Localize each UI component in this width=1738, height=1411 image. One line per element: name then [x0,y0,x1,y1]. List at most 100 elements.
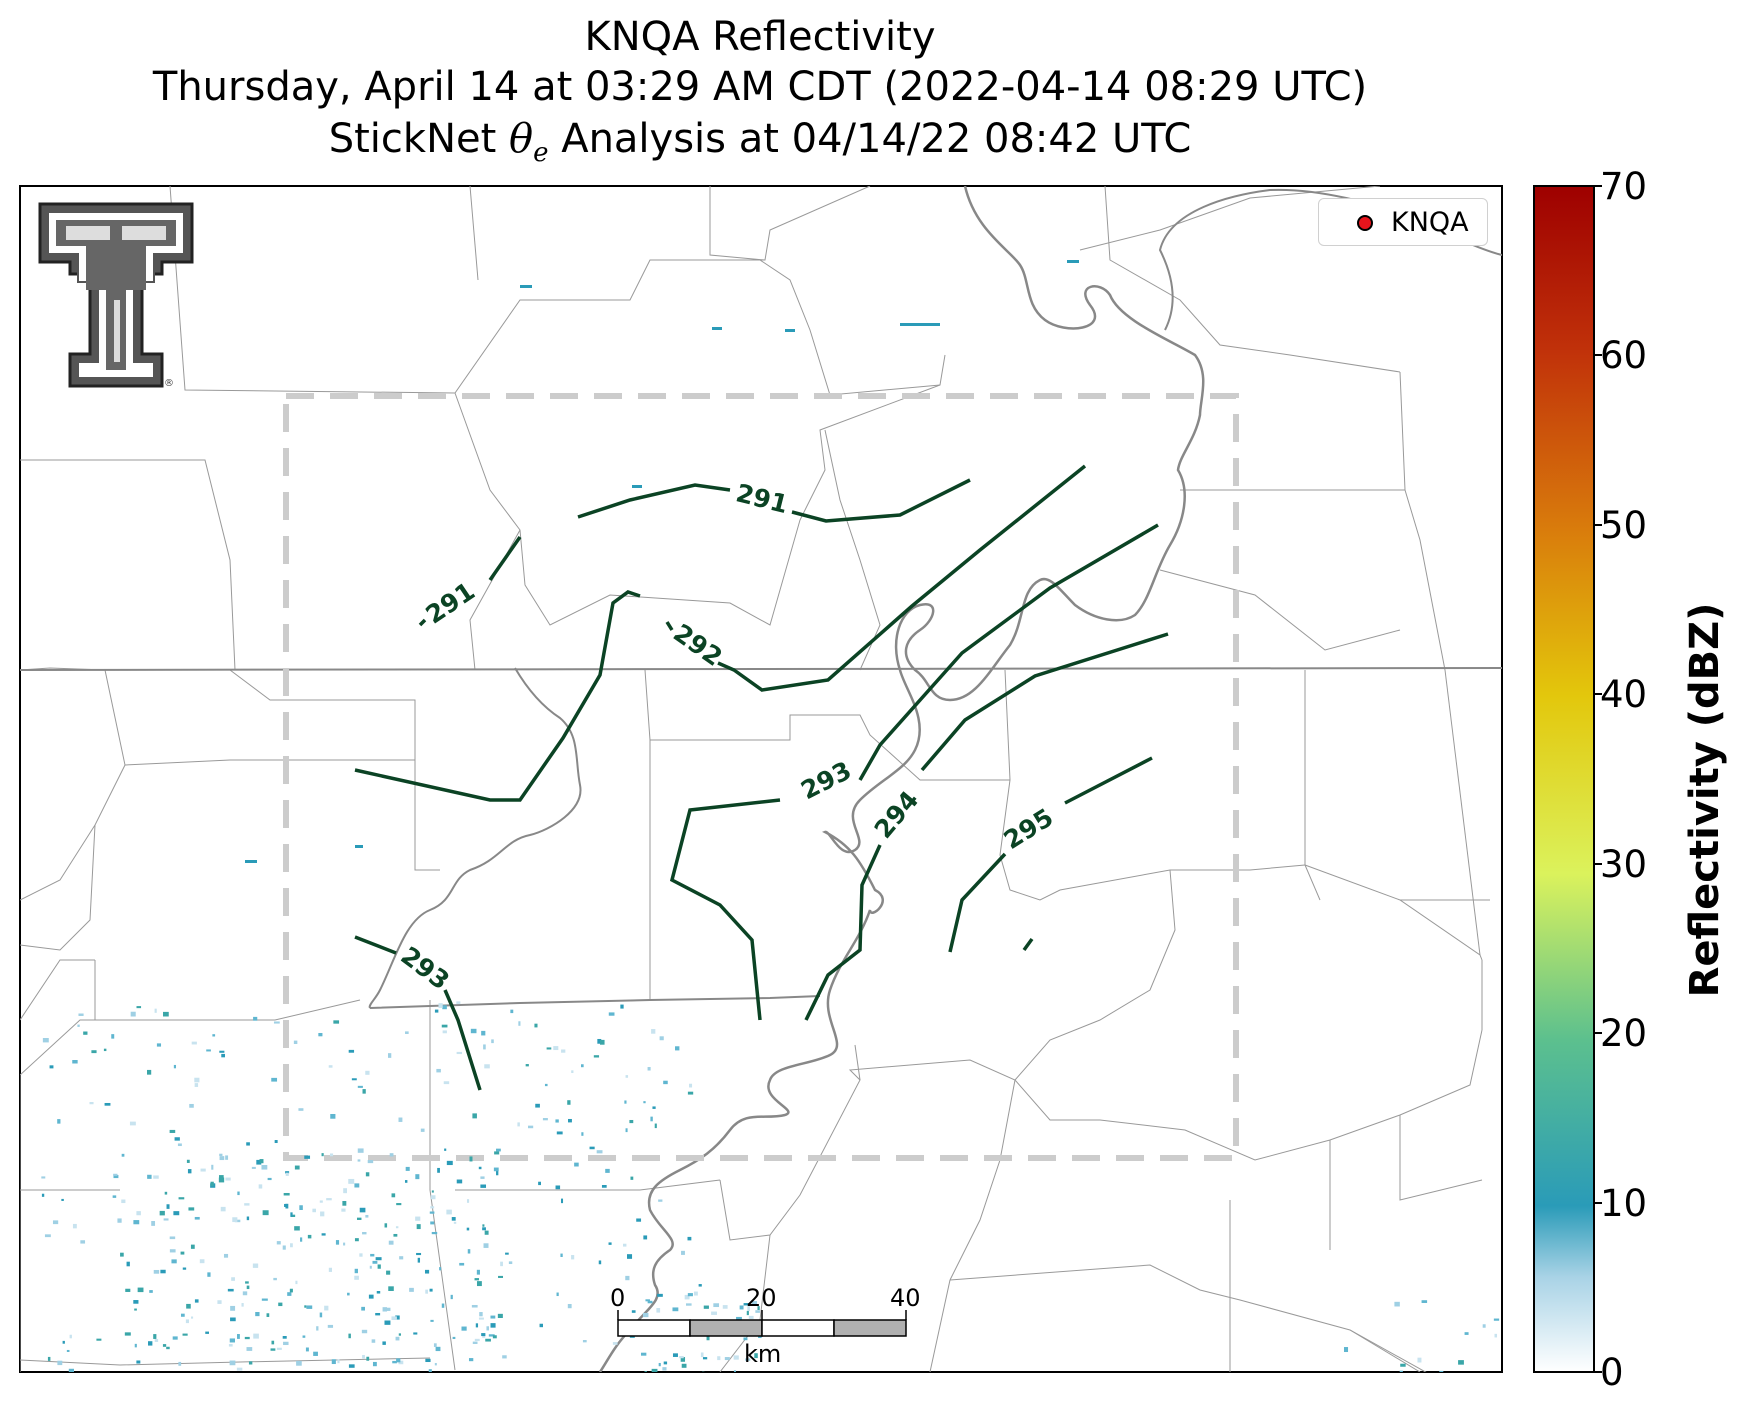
reflectivity-pixel [631,1310,636,1313]
reflectivity-pixel [388,1053,392,1058]
reflectivity-pixel [743,1303,750,1306]
reflectivity-pixel [237,1334,240,1339]
reflectivity-pixel [245,860,257,863]
reflectivity-pixel [703,1305,709,1309]
reflectivity-pixel [654,1123,657,1129]
reflectivity-pixel [261,1298,268,1301]
reflectivity-pixel [560,1253,563,1257]
reflectivity-pixel [133,1300,139,1304]
reflectivity-pixel [785,329,795,332]
reflectivity-pixel [481,1030,486,1036]
reflectivity-pixel [404,1180,408,1183]
reflectivity-pixel [439,1267,442,1271]
reflectivity-pixel [319,1312,323,1318]
reflectivity-pixel [276,1241,281,1245]
reflectivity-pixel [66,1349,70,1352]
reflectivity-pixel [1343,1347,1349,1353]
reflectivity-pixel [452,1336,456,1340]
reflectivity-pixel [221,1053,226,1058]
reflectivity-pixel [321,1233,326,1236]
reflectivity-pixel [395,1336,400,1341]
reflectivity-pixel [517,1122,520,1127]
reflectivity-pixel [405,1166,410,1171]
reflectivity-pixel [415,1174,420,1180]
state-line-south [369,995,821,1009]
reflectivity-pixel [535,1103,540,1108]
reflectivity-pixel [446,1160,453,1166]
reflectivity-pixel [429,1288,433,1292]
reflectivity-pixel [354,1183,360,1188]
reflectivity-pixel [480,1176,485,1179]
reflectivity-pixel [174,1137,180,1141]
reflectivity-pixel [1399,1370,1403,1372]
reflectivity-returns [41,260,1500,1372]
reflectivity-pixel [188,1207,195,1211]
reflectivity-pixel [472,1341,478,1344]
reflectivity-pixel [608,1012,615,1016]
reflectivity-pixel [160,1269,166,1274]
reflectivity-pixel [643,1235,648,1240]
reflectivity-pixel [241,1303,244,1307]
reflectivity-pixel [630,1176,634,1180]
reflectivity-pixel [542,1118,548,1121]
reflectivity-pixel [368,1294,374,1299]
colorbar-tick-label: 70 [1600,165,1648,208]
reflectivity-pixel [475,1323,479,1328]
reflectivity-pixel [357,1159,361,1162]
reflectivity-pixel [136,1211,141,1216]
reflectivity-pixel [605,1168,610,1173]
reflectivity-pixel [230,1305,236,1311]
reflectivity-pixel [273,1277,277,1281]
reflectivity-pixel [486,1326,490,1331]
reflectivity-pixel [1417,1357,1422,1363]
reflectivity-pixel [468,1358,474,1362]
reflectivity-pixel [328,1065,333,1068]
reflectivity-pixel [748,1315,754,1320]
reflectivity-pixel [376,1291,381,1294]
reflectivity-pixel [284,1203,287,1207]
reflectivity-pixel [625,1128,628,1133]
reflectivity-pixel [126,1261,130,1267]
reflectivity-pixel [191,1316,194,1319]
reflectivity-pixel [80,1240,86,1244]
colorbar-tick-label: 10 [1600,1182,1648,1225]
reflectivity-pixel [163,1011,169,1017]
reflectivity-pixel [581,1064,584,1068]
reflectivity-pixel [1394,1301,1400,1307]
reflectivity-pixel [271,1340,275,1345]
reflectivity-pixel [484,1230,489,1235]
state-line [20,667,1502,671]
reflectivity-pixel [500,1261,503,1267]
reflectivity-pixel [232,1217,238,1223]
reflectivity-pixel [571,1255,575,1260]
reflectivity-pixel [675,1046,680,1051]
reflectivity-pixel [701,1371,705,1372]
reflectivity-pixel [431,1231,438,1235]
reflectivity-pixel [169,1129,176,1133]
reflectivity-pixel [382,1341,386,1345]
reflectivity-pixel [206,1049,211,1052]
reflectivity-pixel [1464,1332,1469,1335]
reflectivity-pixel [112,1195,117,1198]
reflectivity-pixel [430,1221,435,1225]
reflectivity-pixel [711,1311,717,1315]
reflectivity-pixel [518,1021,521,1026]
reflectivity-pixel [700,1352,704,1358]
reflectivity-pixel [396,1358,401,1363]
title-line-3: StickNet θe Analysis at 04/14/22 08:42 U… [328,116,1192,168]
reflectivity-pixel [375,1312,381,1316]
scale-bar-tick: 0 [610,1284,626,1312]
reflectivity-pixel [166,1346,170,1350]
reflectivity-pixel [680,1357,686,1362]
reflectivity-pixel [488,1334,495,1337]
reflectivity-pixel [459,1262,465,1266]
reflectivity-pixel [395,1315,400,1320]
reflectivity-pixel [185,1319,189,1324]
reflectivity-pixel [147,1069,152,1075]
reflectivity-pixel [598,1260,602,1265]
reflectivity-pixel [271,1077,278,1082]
reflectivity-pixel [173,1064,177,1069]
reflectivity-pixel [111,1034,115,1039]
reflectivity-pixel [396,1203,402,1206]
reflectivity-pixel [405,1031,409,1034]
